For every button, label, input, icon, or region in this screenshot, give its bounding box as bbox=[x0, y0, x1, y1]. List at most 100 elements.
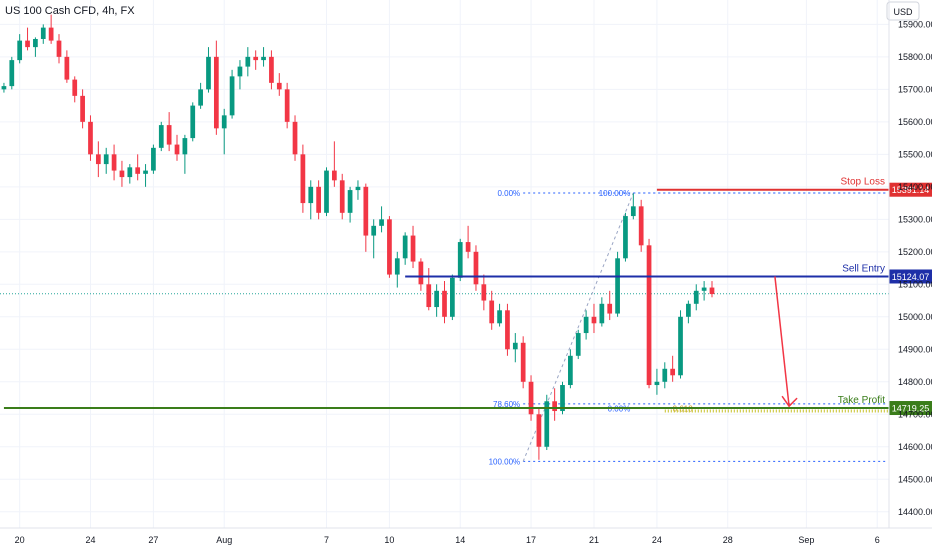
candle-body bbox=[135, 167, 141, 174]
candle-body bbox=[481, 284, 487, 301]
candle-body bbox=[560, 385, 565, 412]
candle-body bbox=[331, 170, 337, 181]
candle-body bbox=[1, 86, 7, 90]
candle-body bbox=[410, 235, 416, 262]
candle-body bbox=[465, 242, 471, 252]
candle-body bbox=[269, 56, 274, 83]
candle-body bbox=[670, 368, 676, 376]
candle-body bbox=[103, 154, 109, 165]
x-tick-label: 28 bbox=[723, 535, 733, 545]
annotations-front: Stop Loss 15391.14 Sell Entry 15124.07 Take … bbox=[3, 177, 932, 416]
candle-body bbox=[56, 40, 62, 57]
currency-label: USD bbox=[893, 7, 913, 17]
candles bbox=[1, 14, 715, 460]
sell-arrow-head bbox=[781, 395, 798, 408]
y-tick-label: 15800.00 bbox=[898, 52, 932, 62]
candle-body bbox=[434, 290, 439, 308]
stop-loss-price-label: 15391.14 bbox=[892, 185, 930, 195]
chart-title: US 100 Cash CFD, 4h, FX bbox=[5, 5, 135, 17]
price-axis: 15900.00 15800.00 15700.00 15600.00 15500.00… bbox=[898, 19, 932, 516]
x-tick-label: Sep bbox=[798, 535, 814, 545]
candle-body bbox=[174, 144, 180, 155]
candle-body bbox=[450, 277, 455, 317]
candle-body bbox=[151, 147, 156, 171]
candle-body bbox=[426, 284, 432, 308]
x-tick-label: 14 bbox=[455, 535, 465, 545]
take-profit-label: Take Profit bbox=[838, 395, 885, 406]
x-tick-label: 10 bbox=[384, 535, 394, 545]
stop-loss-label: Stop Loss bbox=[841, 177, 885, 188]
candle-body bbox=[25, 40, 30, 48]
y-tick-label: 14800.00 bbox=[898, 377, 932, 387]
fib-trend-line bbox=[522, 192, 634, 462]
candle-body bbox=[261, 56, 266, 61]
candle-body bbox=[701, 287, 707, 291]
fib-label: 100.00% bbox=[489, 457, 521, 466]
candle-body bbox=[111, 154, 117, 171]
candle-body bbox=[520, 342, 526, 382]
y-tick-label: 15200.00 bbox=[898, 247, 932, 257]
fib-label: 100.00% bbox=[599, 189, 631, 198]
x-tick-label: 24 bbox=[652, 535, 662, 545]
candle-body bbox=[80, 95, 85, 122]
x-tick-label: 6 bbox=[875, 535, 880, 545]
candle-body bbox=[693, 290, 699, 304]
candle-body bbox=[512, 342, 518, 350]
candle-body bbox=[221, 115, 227, 129]
candle-body bbox=[568, 355, 573, 386]
candle-body bbox=[442, 290, 447, 317]
candle-body bbox=[206, 56, 211, 90]
candle-body bbox=[9, 60, 15, 87]
candle-body bbox=[371, 225, 377, 236]
candle-body bbox=[528, 381, 534, 415]
y-tick-label: 14900.00 bbox=[898, 344, 932, 354]
candle-body bbox=[300, 154, 306, 204]
currency-box[interactable] bbox=[886, 1, 920, 21]
candle-body bbox=[387, 219, 392, 275]
fib-label: 0.00% bbox=[497, 189, 520, 198]
candle-body bbox=[505, 310, 510, 350]
time-axis: 20 24 27 Aug 7 10 14 17 21 24 28 Sep 6 bbox=[15, 535, 880, 545]
candle-body bbox=[166, 125, 172, 145]
candle-body bbox=[33, 38, 38, 48]
candle-body bbox=[48, 27, 54, 41]
x-tick-label: 7 bbox=[324, 535, 329, 545]
candle-body bbox=[355, 186, 361, 191]
fib-label: 78.60% bbox=[493, 400, 520, 409]
candle-body bbox=[347, 190, 353, 213]
candle-body bbox=[143, 170, 148, 174]
candle-body bbox=[575, 333, 581, 356]
y-tick-label: 15600.00 bbox=[898, 117, 932, 127]
candle-body bbox=[497, 310, 502, 324]
candle-body bbox=[646, 245, 652, 386]
annotations-back: 100.00%0.00%78.60%100.00%0.00%0.618 bbox=[0, 189, 889, 466]
sell-entry-label: Sell Entry bbox=[842, 263, 885, 274]
y-tick-label: 15300.00 bbox=[898, 214, 932, 224]
sell-arrow-shaft bbox=[774, 276, 790, 407]
candle-body bbox=[213, 56, 219, 129]
candle-body bbox=[95, 154, 101, 165]
y-tick-label: 15100.00 bbox=[898, 279, 932, 289]
x-tick-label: 17 bbox=[526, 535, 536, 545]
candle-body bbox=[457, 242, 463, 278]
x-tick-label: Aug bbox=[216, 535, 232, 545]
candle-body bbox=[363, 186, 369, 236]
candle-body bbox=[316, 186, 321, 213]
candle-body bbox=[245, 56, 251, 67]
candle-body bbox=[284, 89, 290, 122]
take-profit-price-label: 14719.25 bbox=[892, 404, 930, 414]
grid bbox=[0, 0, 889, 528]
candle-body bbox=[276, 82, 282, 90]
candle-body bbox=[709, 287, 715, 295]
x-tick-label: 20 bbox=[15, 535, 25, 545]
candle-body bbox=[607, 303, 613, 314]
candle-body bbox=[88, 121, 93, 155]
candle-body bbox=[638, 206, 644, 246]
candle-body bbox=[615, 258, 620, 314]
candle-body bbox=[662, 368, 668, 382]
y-tick-label: 15400.00 bbox=[898, 182, 932, 192]
y-tick-label: 14700.00 bbox=[898, 409, 932, 419]
candle-body bbox=[339, 180, 345, 213]
candle-body bbox=[402, 235, 408, 259]
